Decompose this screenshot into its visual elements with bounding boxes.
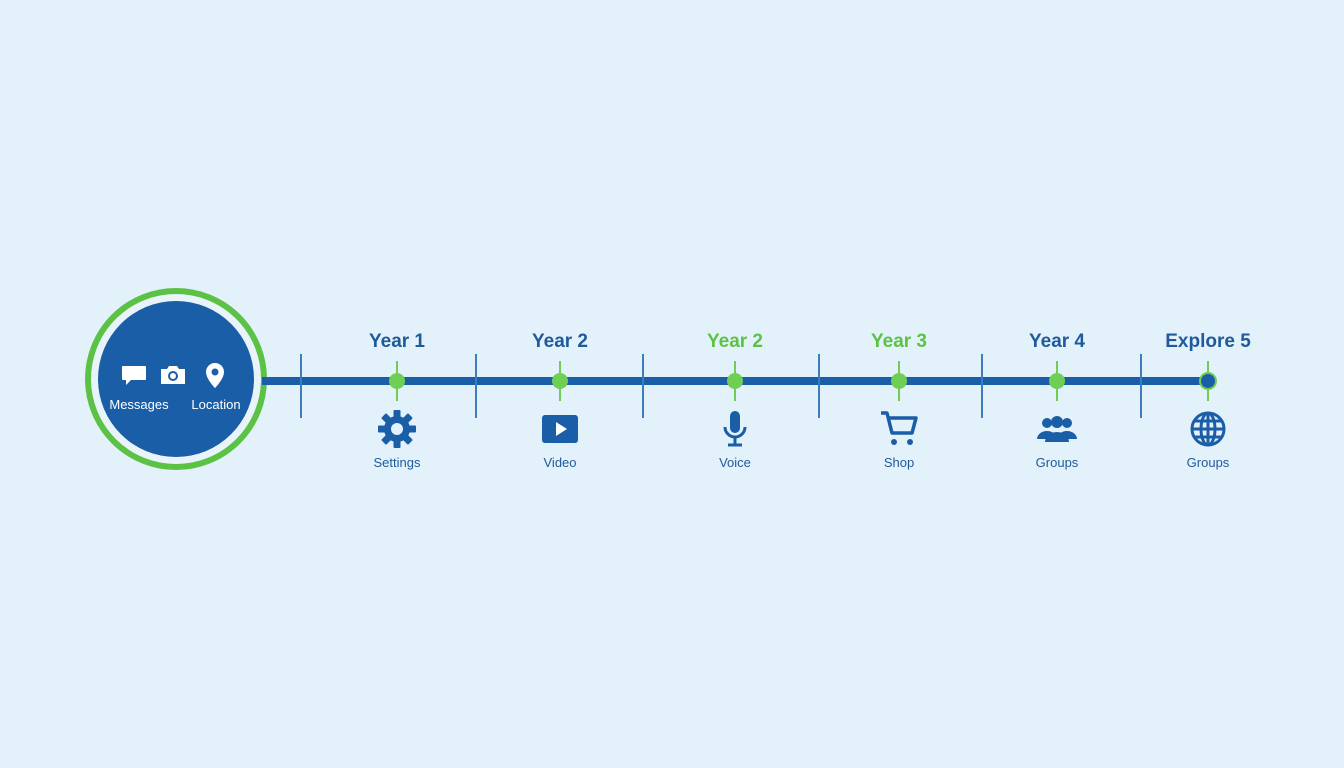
divider	[642, 354, 644, 418]
camera-icon	[161, 366, 185, 384]
divider	[981, 354, 983, 418]
gear-icon	[377, 409, 417, 449]
milestone-year: Year 3	[871, 331, 927, 352]
milestone-name: Groups	[1035, 455, 1079, 470]
group-icon	[1037, 409, 1077, 449]
milestone-year: Year 2	[707, 331, 763, 352]
shopping-cart-icon	[879, 409, 919, 449]
video-play-icon	[540, 409, 580, 449]
divider	[475, 354, 477, 418]
milestone-year: Explore 5	[1165, 331, 1251, 352]
divider	[818, 354, 820, 418]
milestone-marker	[1049, 373, 1065, 389]
milestone-marker	[552, 373, 568, 389]
milestone-year: Year 4	[1029, 331, 1085, 352]
milestone-year: Year 1	[369, 331, 425, 352]
milestone-marker	[389, 373, 405, 389]
milestone-name: Video	[543, 455, 577, 470]
globe-icon	[1188, 409, 1228, 449]
milestone-name: Groups	[1186, 455, 1230, 470]
milestone-name: Shop	[883, 455, 915, 470]
location-pin-icon	[206, 363, 224, 388]
divider	[1140, 354, 1142, 418]
milestone-marker	[727, 373, 743, 389]
milestone-year: Year 2	[532, 331, 588, 352]
milestone-marker	[1199, 372, 1217, 390]
milestone-marker	[891, 373, 907, 389]
message-icon	[122, 366, 146, 385]
milestone-name: Settings	[373, 455, 421, 470]
hub-label-messages: Messages	[109, 397, 169, 412]
microphone-icon	[715, 409, 755, 449]
hub-circle: Messages Location	[98, 301, 254, 457]
milestone-name: Voice	[719, 455, 751, 470]
divider	[300, 354, 302, 418]
hub-label-location: Location	[191, 397, 241, 412]
